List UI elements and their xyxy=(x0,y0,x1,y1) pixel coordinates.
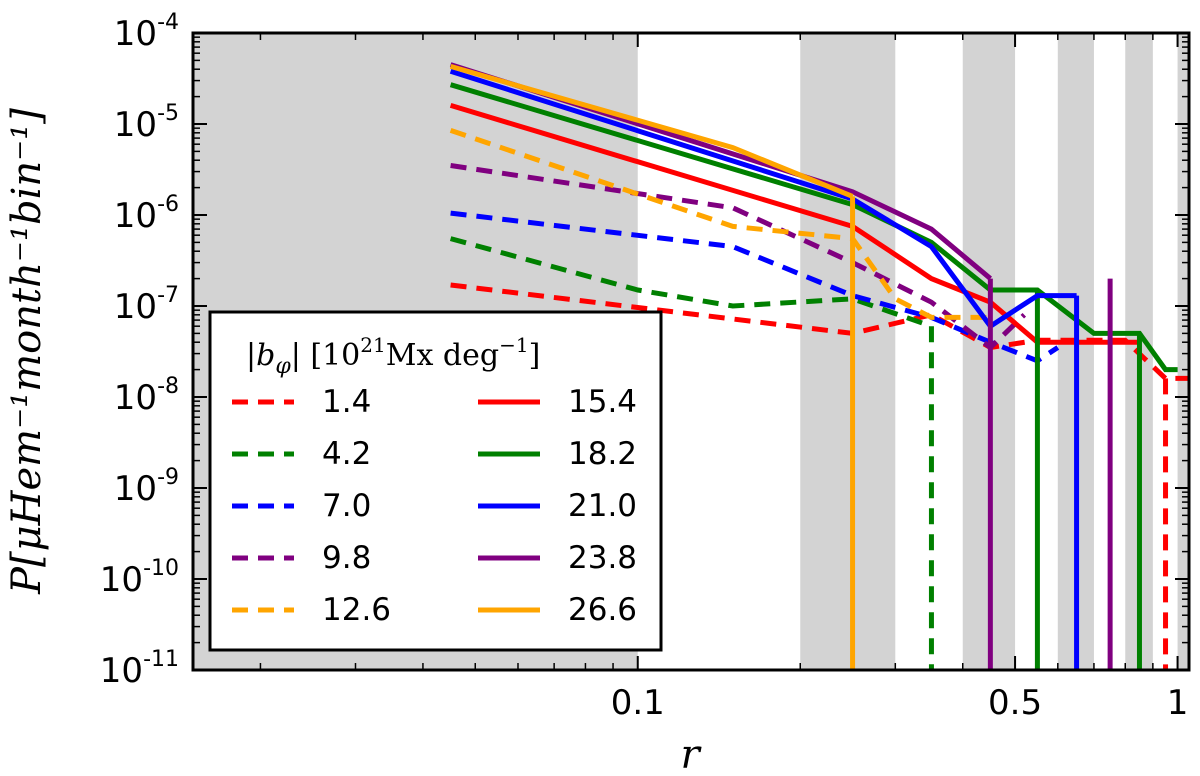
series-group xyxy=(449,62,1189,670)
legend-title-unit-sup2: −1 xyxy=(499,333,528,357)
shaded-band-5 xyxy=(1177,33,1189,670)
legend-label-7.0: 7.0 xyxy=(322,488,371,524)
legend-label-18.2: 18.2 xyxy=(568,436,637,472)
legend-label-15.4: 15.4 xyxy=(568,384,637,420)
y-tick-label: 10-8 xyxy=(114,374,179,418)
series-line-9.8 xyxy=(450,163,1027,351)
legend-entries: 1.4 4.2 7.0 9.8 12.6 15.4 18.2 21.0 23.8 26.6 xyxy=(232,384,637,628)
legend-title-unit-end: ] xyxy=(529,338,541,373)
x-tick-label: 0.1 xyxy=(611,683,665,723)
series-line-12.6 xyxy=(449,128,991,320)
shaded-band-1 xyxy=(800,33,896,670)
plot-frame xyxy=(191,31,1191,672)
legend-label-4.2: 4.2 xyxy=(322,436,371,472)
y-tick-label: 10-11 xyxy=(100,647,179,691)
y-axis-label: P[μHem⁻¹month⁻¹bin⁻¹] xyxy=(4,108,50,595)
legend-label-21.0: 21.0 xyxy=(568,488,637,524)
legend-box xyxy=(208,310,663,652)
series-line-23.8 xyxy=(449,62,993,281)
legend-title-unit-a: [10 xyxy=(310,338,360,373)
series-line-21.0 xyxy=(449,68,1077,330)
series-line-26.6 xyxy=(449,63,854,199)
x-tick-label: 1 xyxy=(1167,683,1189,723)
legend-label-12.6: 12.6 xyxy=(322,592,391,628)
legend-label-26.6: 26.6 xyxy=(568,592,637,628)
x-tick-label: 0.5 xyxy=(988,683,1042,723)
legend-title-bar-left: | xyxy=(246,338,256,373)
y-tick-label: 10-9 xyxy=(114,465,179,509)
y-tick-label: 10-10 xyxy=(100,556,179,600)
legend-title-b: b xyxy=(256,338,275,373)
series-line-4.2 xyxy=(449,236,933,329)
legend-label-9.8: 9.8 xyxy=(322,540,371,576)
legend-title-unit-b: Mx deg xyxy=(386,338,499,373)
ticks-group: 10-4 10-5 10-6 10-7 10-8 10-9 10-10 10-11 0.1 0.5… xyxy=(100,10,1189,723)
legend-label-1.4: 1.4 xyxy=(322,384,371,420)
y-tick-label: 10-6 xyxy=(114,192,179,236)
legend-title-unit-sup: 21 xyxy=(360,333,385,357)
series-line-1.4 xyxy=(450,282,1189,381)
legend-title: |bφ| [1021Mx deg−1] xyxy=(246,333,540,379)
legend-title-phi: φ xyxy=(275,354,291,379)
y-tick-label: 10-7 xyxy=(114,283,179,327)
y-tick-label: 10-4 xyxy=(114,10,179,54)
legend-label-23.8: 23.8 xyxy=(568,540,637,576)
legend: |bφ| [1021Mx deg−1] 1.44.27.09.812.615.4… xyxy=(208,310,663,652)
legend-title-bar-right: | xyxy=(291,338,311,373)
y-tick-label: 10-5 xyxy=(114,101,179,145)
x-axis-label: r xyxy=(680,732,702,776)
